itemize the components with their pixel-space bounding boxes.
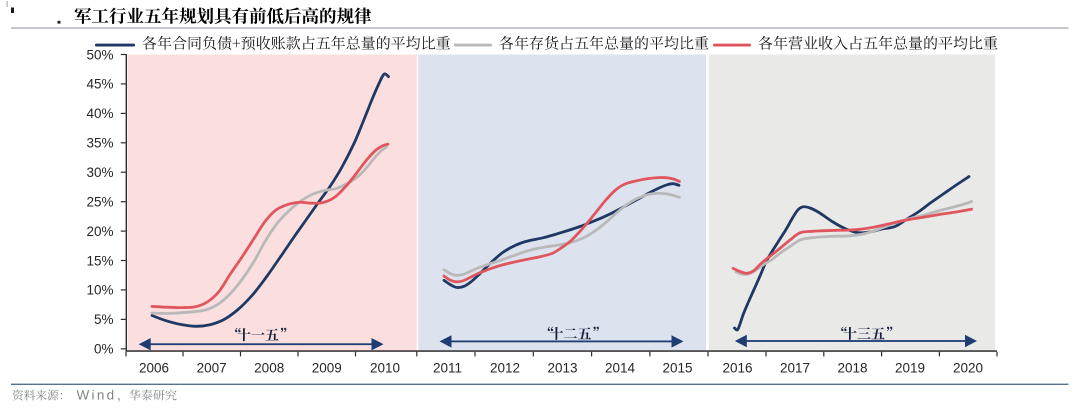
svg-text:25%: 25% — [86, 195, 113, 210]
svg-text:2010: 2010 — [370, 361, 400, 376]
svg-text:50%: 50% — [86, 47, 113, 62]
svg-text:10%: 10% — [86, 283, 113, 298]
svg-text:2008: 2008 — [254, 361, 284, 376]
svg-text:2009: 2009 — [312, 361, 342, 376]
svg-text:2011: 2011 — [433, 361, 462, 376]
svg-text:2013: 2013 — [547, 361, 577, 376]
svg-text:2020: 2020 — [953, 361, 983, 376]
svg-text:2015: 2015 — [662, 361, 692, 376]
svg-text:2012: 2012 — [490, 361, 520, 376]
svg-text:2016: 2016 — [722, 361, 752, 376]
svg-text:2017: 2017 — [780, 361, 810, 376]
svg-text:35%: 35% — [86, 136, 113, 151]
svg-text:2018: 2018 — [837, 361, 867, 376]
svg-text:2006: 2006 — [139, 361, 169, 376]
svg-text:45%: 45% — [86, 77, 113, 92]
svg-text:20%: 20% — [86, 224, 113, 239]
svg-text:40%: 40% — [86, 106, 113, 121]
svg-text:0%: 0% — [94, 342, 114, 357]
svg-text:2014: 2014 — [605, 361, 636, 376]
svg-text:15%: 15% — [86, 253, 113, 268]
svg-text:2019: 2019 — [895, 361, 925, 376]
svg-text:5%: 5% — [94, 312, 114, 327]
svg-text:2007: 2007 — [197, 361, 227, 376]
svg-text:30%: 30% — [86, 165, 113, 180]
